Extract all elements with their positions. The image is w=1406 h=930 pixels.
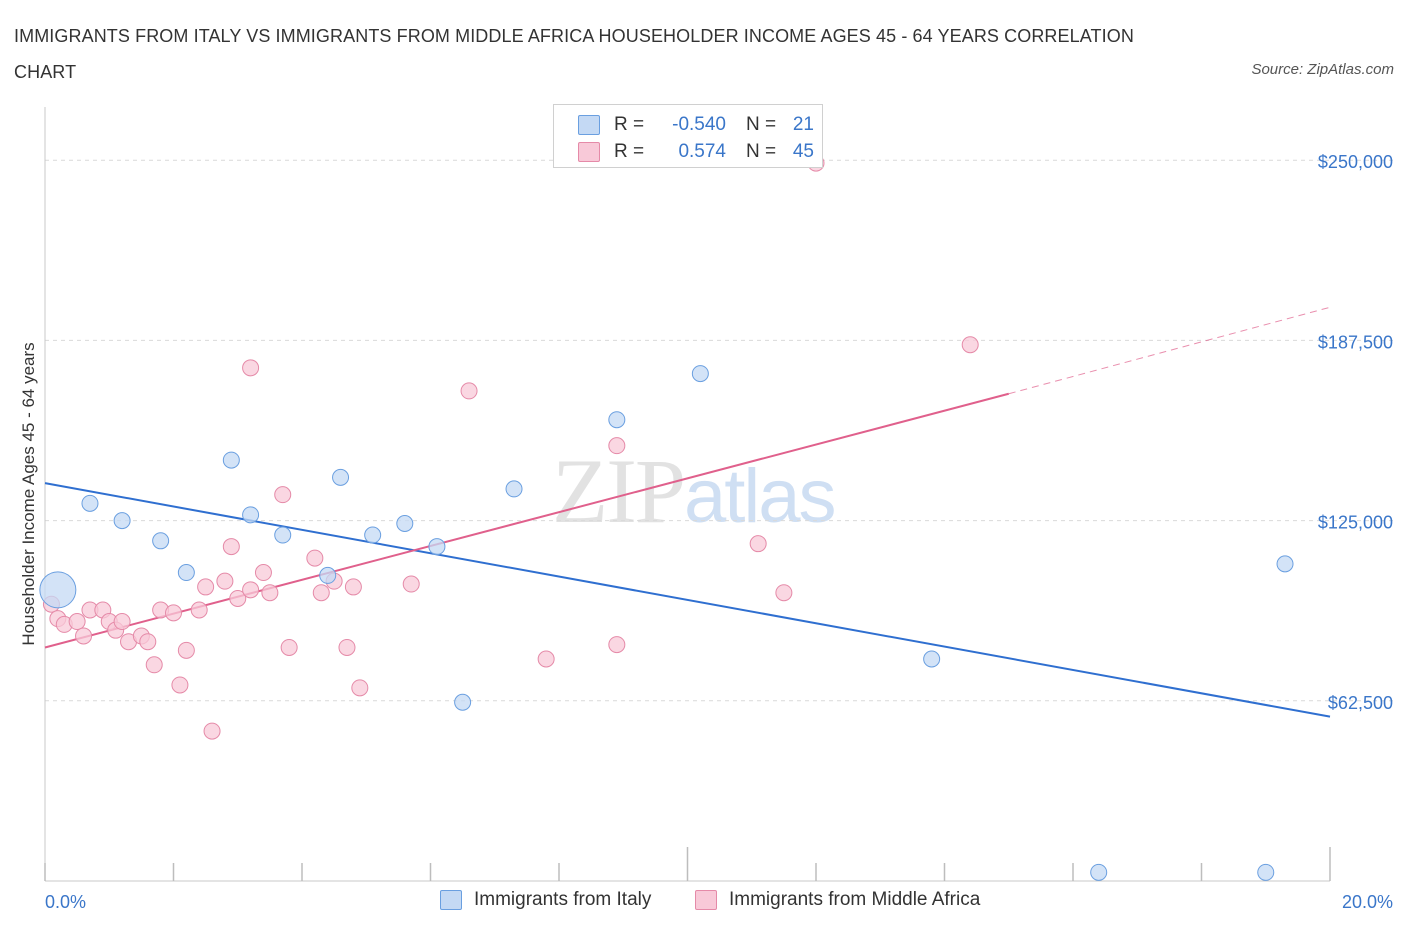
data-point-africa <box>165 604 182 622</box>
data-point-africa <box>113 613 131 631</box>
data-point-africa <box>242 581 260 599</box>
trend-line-africa-extension <box>1008 306 1331 395</box>
x-tick-label-min: 0.0% <box>45 892 86 912</box>
data-point-africa <box>402 575 420 593</box>
legend-n-label: N = <box>746 114 777 135</box>
data-point-italy <box>274 526 292 544</box>
data-point-africa <box>216 572 234 590</box>
data-point-africa <box>190 601 208 619</box>
data-point-italy <box>113 512 131 530</box>
data-point-italy <box>691 365 709 383</box>
data-point-africa <box>537 650 555 668</box>
data-point-italy <box>177 564 195 582</box>
data-point-africa <box>229 589 247 607</box>
trend-lines <box>44 306 1331 718</box>
data-point-africa <box>68 613 86 631</box>
correlation-legend: R = -0.540 N = 21 R = 0.574 N = 45 <box>553 104 823 168</box>
legend-item-italy[interactable]: Immigrants from Italy <box>440 889 651 911</box>
data-point-africa <box>608 636 626 654</box>
legend-label-africa: Immigrants from Middle Africa <box>729 889 981 910</box>
data-point-italy <box>222 451 240 469</box>
data-point-africa <box>171 676 189 694</box>
legend-swatch-africa <box>578 142 600 162</box>
axes <box>44 107 1330 882</box>
data-point-italy <box>1090 863 1108 881</box>
legend-r-label: R = <box>614 141 645 162</box>
data-point-italy <box>332 468 350 486</box>
data-point-italy <box>364 526 382 544</box>
data-point-italy <box>1257 863 1275 881</box>
legend-label-italy: Immigrants from Italy <box>474 889 652 910</box>
trend-line-italy <box>44 482 1331 718</box>
data-point-africa <box>749 535 767 553</box>
legend-swatch-italy <box>578 115 600 135</box>
data-point-italy <box>152 532 170 550</box>
watermark: ZIPatlas <box>552 438 837 544</box>
data-point-africa <box>306 549 324 567</box>
data-point-italy <box>242 506 260 524</box>
data-point-africa <box>177 641 195 659</box>
watermark-zip: ZIP <box>552 440 686 542</box>
y-axis-label: Householder Income Ages 45 - 64 years <box>19 342 38 645</box>
data-point-africa <box>312 584 330 602</box>
data-point-italy <box>81 494 99 512</box>
legend-r-africa: 0.574 <box>678 141 726 162</box>
data-point-italy <box>428 538 446 556</box>
grid-lines <box>45 159 1395 702</box>
series-italy-points <box>39 365 1294 881</box>
x-axis-ticks <box>44 847 1331 881</box>
data-point-africa <box>338 638 356 656</box>
y-tick-label: $187,500 <box>1318 332 1393 352</box>
data-point-africa <box>197 578 215 596</box>
data-point-africa <box>608 437 626 455</box>
legend-swatch-africa <box>695 890 717 910</box>
legend-n-italy: 21 <box>792 114 814 135</box>
legend-swatch-italy <box>440 890 462 910</box>
data-point-africa <box>254 564 272 582</box>
data-point-africa <box>242 359 260 377</box>
data-point-africa <box>75 627 93 645</box>
legend-row-italy: R = -0.540 N = 21 <box>578 111 814 139</box>
legend-item-africa[interactable]: Immigrants from Middle Africa <box>695 889 980 911</box>
y-axis-tick-labels: $62,500 $125,000 $187,500 $250,000 <box>1318 152 1393 713</box>
data-point-africa <box>222 538 240 556</box>
data-point-africa <box>351 679 369 697</box>
chart-title: IMMIGRANTS FROM ITALY VS IMMIGRANTS FROM… <box>14 26 1134 82</box>
source-label: Source: ZipAtlas.com <box>1251 61 1394 78</box>
data-point-africa <box>775 584 793 602</box>
legend-r-label: R = <box>614 114 645 135</box>
data-point-africa <box>145 656 163 674</box>
watermark-atlas: atlas <box>684 454 837 539</box>
data-point-africa <box>261 584 279 602</box>
legend-n-label: N = <box>746 141 777 162</box>
data-point-africa <box>460 382 478 400</box>
y-tick-label: $125,000 <box>1318 513 1393 533</box>
data-point-italy <box>319 566 337 584</box>
y-tick-label: $62,500 <box>1328 693 1393 713</box>
data-point-africa <box>274 486 292 504</box>
data-point-italy <box>454 693 472 711</box>
data-point-africa <box>280 638 298 656</box>
data-point-italy <box>608 411 626 429</box>
y-tick-label: $250,000 <box>1318 152 1393 172</box>
data-point-italy <box>39 571 77 609</box>
data-point-italy <box>923 650 941 668</box>
data-point-africa <box>139 633 157 651</box>
data-point-italy <box>396 515 414 533</box>
data-point-africa <box>344 578 362 596</box>
legend-n-africa: 45 <box>792 141 814 162</box>
data-point-africa <box>203 722 221 740</box>
data-point-italy <box>1276 555 1294 573</box>
series-legend: Immigrants from Italy Immigrants from Mi… <box>0 889 1406 915</box>
x-tick-label-max: 20.0% <box>1342 892 1393 912</box>
data-point-italy <box>505 480 523 498</box>
legend-row-africa: R = 0.574 N = 45 <box>578 138 814 166</box>
data-point-africa <box>961 336 979 354</box>
legend-r-italy: -0.540 <box>672 114 726 135</box>
series-africa-points <box>42 154 979 740</box>
